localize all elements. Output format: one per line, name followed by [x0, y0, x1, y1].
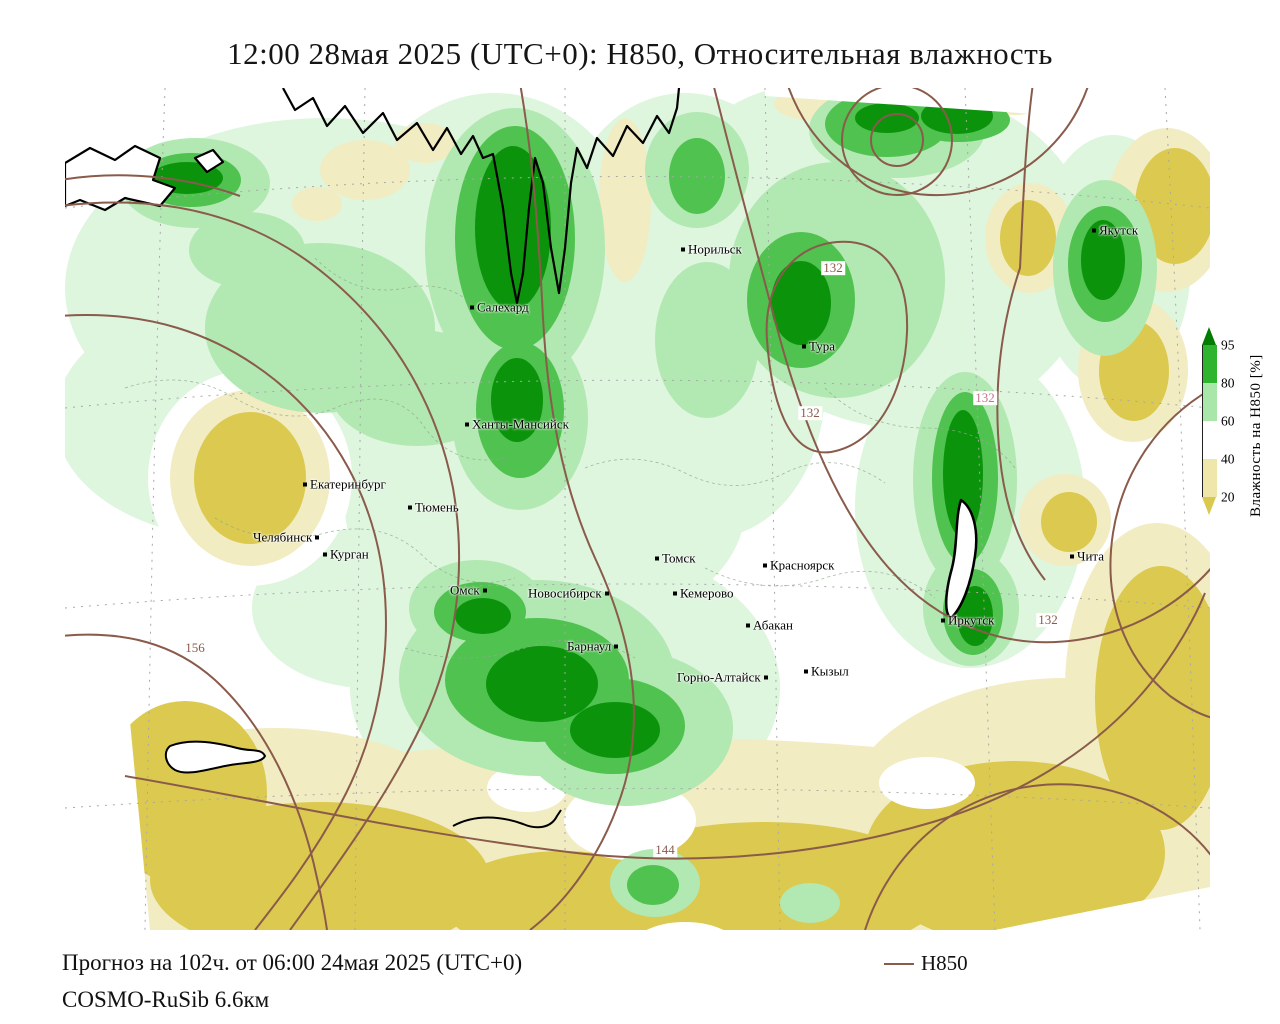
city-dot	[655, 556, 659, 560]
city-label: Курган	[323, 548, 369, 561]
city-name: Горно-Алтайск	[677, 669, 761, 685]
city-label: Тура	[802, 340, 835, 353]
city-label: Абакан	[746, 619, 793, 632]
colorbar-tick-20: 20	[1221, 489, 1235, 505]
city-dot	[763, 675, 768, 679]
city-label: Кызыл	[804, 665, 849, 678]
model-info: COSMO-RuSib 6.6км	[62, 987, 270, 1012]
city-dot	[465, 422, 469, 426]
city-name: Иркутск	[948, 612, 995, 628]
city-name: Омск	[450, 582, 480, 598]
city-label: Салехард	[470, 301, 529, 314]
city-dot	[614, 644, 619, 648]
city-dot	[763, 563, 767, 567]
city-label: Чита	[1070, 550, 1104, 563]
city-label: Иркутск	[941, 614, 994, 627]
city-dot	[1070, 554, 1074, 558]
colorbar-seg-60-80	[1203, 383, 1217, 421]
colorbar-seg-80-95	[1203, 345, 1217, 383]
contour-line-legend: H850	[884, 951, 968, 976]
city-name: Тура	[809, 338, 836, 354]
city-dot	[303, 482, 307, 486]
city-dot	[681, 247, 685, 251]
contour-label: 132	[798, 405, 822, 421]
colorbar-tick-80: 80	[1221, 375, 1235, 391]
contour-label: 132	[1036, 612, 1060, 628]
humidity-colorbar: 95 80 60 40 20	[1202, 327, 1235, 515]
city-label: Горно-Алтайск	[677, 671, 768, 684]
colorbar-seg-40-60	[1203, 421, 1217, 459]
city-name: Кемерово	[680, 585, 734, 601]
city-label: Норильск	[681, 243, 742, 256]
contour-label: 156	[183, 640, 207, 656]
city-name: Красноярск	[770, 557, 835, 573]
domain-edges	[65, 88, 1210, 930]
h850-line-sample	[884, 962, 914, 965]
h850-contours	[65, 88, 1210, 930]
city-label: Кемерово	[673, 587, 734, 600]
city-name: Барнаул	[567, 638, 612, 654]
colorbar-tick-60: 60	[1221, 413, 1235, 429]
city-name: Тюмень	[415, 499, 459, 515]
city-dot	[408, 505, 412, 509]
coastlines	[65, 88, 978, 829]
city-name: Норильск	[688, 241, 742, 257]
colorbar-seg-20-40	[1203, 459, 1217, 497]
city-name: Новосибирск	[528, 585, 602, 601]
city-dot	[802, 344, 806, 348]
colorbar-title: Влажность на H850 [%]	[1248, 354, 1264, 517]
city-name: Абакан	[753, 617, 793, 633]
city-label: Красноярск	[763, 559, 835, 572]
city-dot	[470, 305, 474, 309]
contour-label: 144	[653, 842, 677, 858]
city-dot	[746, 623, 750, 627]
city-name: Салехард	[477, 299, 529, 315]
map-graphics	[65, 88, 1210, 930]
city-dot	[673, 591, 677, 595]
colorbar-arrow-top	[1202, 327, 1216, 345]
city-label: Тюмень	[408, 501, 459, 514]
map-labels-layer: Норильск Салехард Тура Якутск Ханты-Мансийск…	[65, 88, 1210, 930]
city-name: Ханты-Мансийск	[472, 416, 569, 432]
colorbar-tick-95: 95	[1221, 337, 1235, 353]
city-label: Новосибирск	[528, 587, 609, 600]
city-name: Чита	[1077, 548, 1105, 564]
city-name: Курган	[330, 546, 369, 562]
h850-legend-label: H850	[921, 951, 968, 975]
city-dot	[941, 618, 945, 622]
city-name: Челябинск	[253, 529, 313, 545]
city-name: Кызыл	[811, 663, 849, 679]
graticule	[65, 88, 1210, 930]
colorbar-arrow-bottom	[1202, 497, 1216, 515]
city-name: Якутск	[1099, 222, 1139, 238]
page-title: 12:00 28мая 2025 (UTC+0): H850, Относите…	[227, 36, 1053, 71]
city-dot	[315, 535, 320, 539]
city-label: Барнаул	[567, 638, 619, 654]
city-name: Екатеринбург	[310, 476, 386, 492]
city-dot	[804, 669, 808, 673]
city-label: Омск	[450, 584, 487, 597]
map-area: Норильск Салехард Тура Якутск Ханты-Мансийск…	[65, 88, 1210, 930]
colorbar-tick-40: 40	[1221, 451, 1235, 467]
contour-label: 132	[973, 390, 997, 406]
city-name: Томск	[662, 550, 696, 566]
city-dot	[482, 588, 487, 592]
city-label: Ханты-Мансийск	[465, 418, 569, 431]
city-dot	[1092, 228, 1096, 232]
city-dot	[604, 591, 609, 595]
city-label: Челябинск	[253, 529, 320, 545]
forecast-info: Прогноз на 102ч. от 06:00 24мая 2025 (UT…	[62, 950, 523, 975]
footer: Прогноз на 102ч. от 06:00 24мая 2025 (UT…	[62, 944, 522, 1018]
contour-label: 132	[821, 260, 845, 276]
colorbar-stack	[1202, 345, 1217, 497]
city-label: Якутск	[1092, 224, 1138, 237]
city-dot	[323, 552, 327, 556]
city-label: Томск	[655, 552, 696, 565]
city-label: Екатеринбург	[303, 478, 386, 491]
